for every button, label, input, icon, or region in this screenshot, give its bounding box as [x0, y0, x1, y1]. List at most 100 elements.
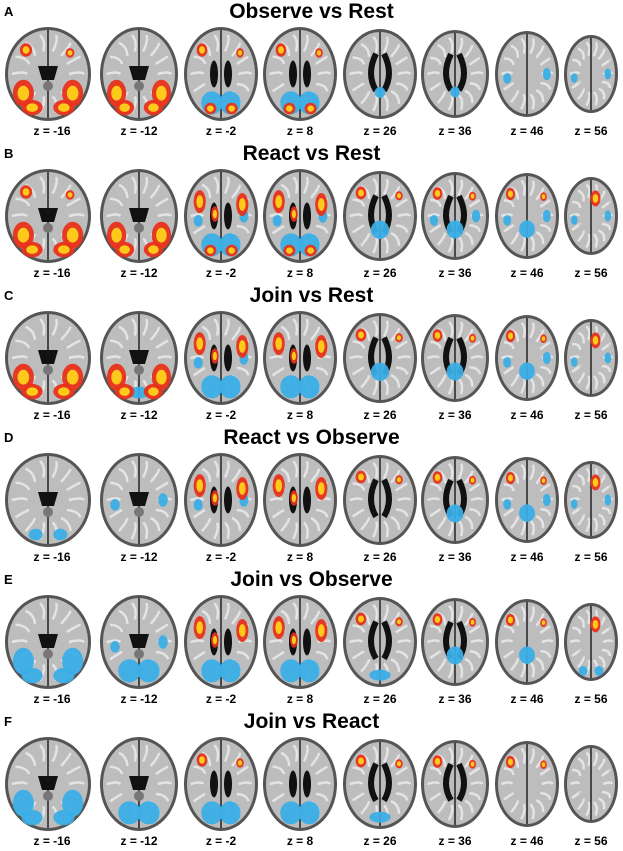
- z-coordinate-label: z = -2: [205, 550, 237, 564]
- axial-slice: [4, 310, 92, 406]
- axial-slice: [420, 455, 490, 545]
- brain-slice-image: [100, 453, 178, 547]
- z-coordinate-label: z = 46: [510, 550, 544, 564]
- brain-slice-image: [100, 311, 178, 405]
- z-coordinate-label: z = 36: [438, 408, 472, 422]
- axial-slice: [563, 602, 619, 682]
- axial-slice: [262, 594, 338, 690]
- axial-slice: [183, 310, 259, 406]
- panel-f: F Join vs React z = -16 z = -12 z = -2 z = 8 z…: [0, 710, 623, 851]
- z-coordinate-label: z = 36: [438, 834, 472, 848]
- axial-slice: [494, 740, 560, 828]
- brain-slice-image: [421, 314, 489, 402]
- z-coordinate-label: z = 56: [574, 266, 608, 280]
- z-coordinate-label: z = 46: [510, 834, 544, 848]
- brain-slice-image: [421, 172, 489, 260]
- panel-letter: E: [4, 572, 13, 587]
- z-coordinate-label: z = 46: [510, 692, 544, 706]
- axial-slice: [183, 452, 259, 548]
- brain-slice-image: [184, 311, 258, 405]
- axial-slice: [494, 30, 560, 118]
- axial-slice: [494, 314, 560, 402]
- brain-slice-image: [5, 453, 91, 547]
- axial-slice: [494, 598, 560, 686]
- z-coordinate-label: z = -16: [33, 834, 71, 848]
- z-coordinate-label: z = 26: [363, 550, 397, 564]
- panel-letter: F: [4, 714, 12, 729]
- axial-slice: [262, 310, 338, 406]
- z-coordinate-label: z = -16: [33, 266, 71, 280]
- brain-slice-image: [564, 461, 618, 539]
- z-coordinate-label: z = -12: [120, 692, 158, 706]
- axial-slice: [99, 736, 179, 832]
- z-coordinate-label: z = 56: [574, 692, 608, 706]
- brain-slice-image: [495, 315, 559, 401]
- brain-slice-image: [564, 35, 618, 113]
- z-coordinate-label: z = 46: [510, 124, 544, 138]
- brain-slice-image: [184, 737, 258, 831]
- brain-slice-image: [564, 319, 618, 397]
- brain-slice-image: [343, 455, 417, 545]
- axial-slice: [420, 313, 490, 403]
- axial-slice: [420, 597, 490, 687]
- panel-title: React vs Observe: [223, 426, 400, 449]
- z-coordinate-label: z = 8: [286, 124, 314, 138]
- panel-title: Join vs React: [243, 710, 380, 733]
- axial-slice: [563, 34, 619, 114]
- brain-slice-image: [421, 456, 489, 544]
- z-coordinate-label: z = -2: [205, 408, 237, 422]
- axial-slice: [183, 736, 259, 832]
- brain-slice-image: [5, 311, 91, 405]
- brain-slice-image: [184, 453, 258, 547]
- brain-slice-image: [263, 311, 337, 405]
- z-coordinate-label: z = 8: [286, 550, 314, 564]
- brain-slice-image: [263, 595, 337, 689]
- panel-letter: C: [4, 288, 14, 303]
- axial-slice: [563, 744, 619, 824]
- axial-slice: [183, 168, 259, 264]
- brain-slice-image: [343, 313, 417, 403]
- brain-slice-image: [100, 27, 178, 121]
- z-coordinate-label: z = 46: [510, 266, 544, 280]
- axial-slice: [183, 594, 259, 690]
- brain-slice-image: [5, 27, 91, 121]
- brain-slice-image: [100, 595, 178, 689]
- axial-slice: [494, 172, 560, 260]
- axial-slice: [563, 460, 619, 540]
- z-coordinate-label: z = -12: [120, 124, 158, 138]
- z-coordinate-label: z = -12: [120, 266, 158, 280]
- brain-slice-image: [343, 171, 417, 261]
- axial-slice: [342, 738, 418, 830]
- axial-slice: [99, 26, 179, 122]
- brain-slice-image: [100, 169, 178, 263]
- axial-slice: [4, 736, 92, 832]
- brain-slice-image: [495, 599, 559, 685]
- axial-slice: [342, 28, 418, 120]
- axial-slice: [99, 310, 179, 406]
- z-coordinate-label: z = -16: [33, 408, 71, 422]
- z-coordinate-label: z = 8: [286, 266, 314, 280]
- panel-title: Join vs Rest: [249, 284, 374, 307]
- brain-slice-image: [421, 740, 489, 828]
- panel-a: A Observe vs Rest z = -16 z = -12 z = -2 z = …: [0, 0, 623, 141]
- panel-title: Observe vs Rest: [229, 0, 394, 23]
- brain-slice-image: [564, 745, 618, 823]
- panel-title: Join vs Observe: [230, 568, 393, 591]
- brain-slice-image: [421, 598, 489, 686]
- panel-c: C Join vs Rest z = -16 z = -12 z = -2 z = 8 z …: [0, 284, 623, 425]
- axial-slice: [262, 736, 338, 832]
- panel-letter: B: [4, 146, 14, 161]
- brain-slice-image: [5, 595, 91, 689]
- axial-slice: [4, 168, 92, 264]
- z-coordinate-label: z = 26: [363, 834, 397, 848]
- axial-slice: [262, 452, 338, 548]
- panel-d: D React vs Observe z = -16 z = -12 z = -2 z =…: [0, 426, 623, 567]
- axial-slice: [4, 452, 92, 548]
- z-coordinate-label: z = -2: [205, 124, 237, 138]
- z-coordinate-label: z = 56: [574, 124, 608, 138]
- z-coordinate-label: z = 26: [363, 408, 397, 422]
- axial-slice: [99, 594, 179, 690]
- z-coordinate-label: z = 46: [510, 408, 544, 422]
- z-coordinate-label: z = -12: [120, 550, 158, 564]
- brain-slice-image: [495, 457, 559, 543]
